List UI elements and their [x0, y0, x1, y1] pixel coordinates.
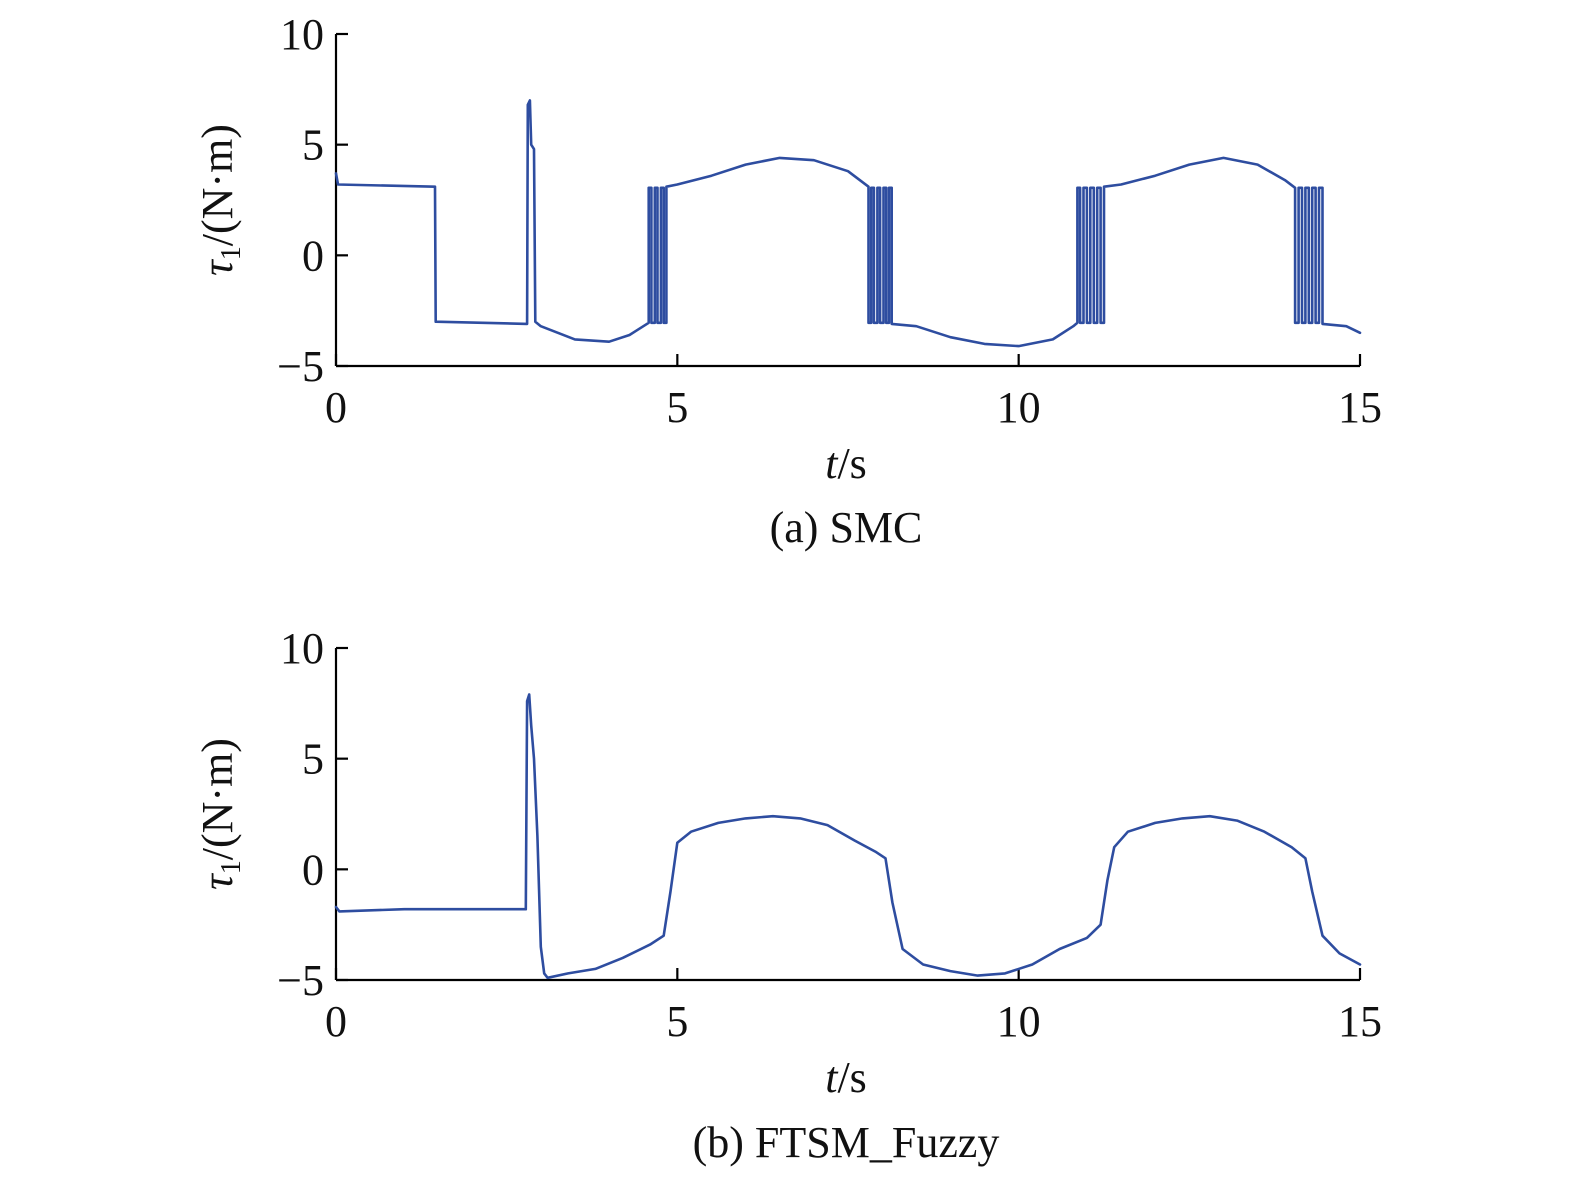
y-axis-title-sub: 1 — [216, 246, 247, 260]
x-axis-title-unit: /s — [837, 1053, 866, 1102]
series-line — [334, 693, 1362, 980]
x-tick-label: 15 — [1338, 997, 1382, 1046]
panel-caption: (b) FTSM_Fuzzy — [693, 1118, 1000, 1167]
y-tick-label: −5 — [277, 342, 324, 391]
y-axis-title: τ1/(N·m) — [193, 124, 247, 276]
y-axis-title-symbol: τ — [193, 258, 242, 276]
y-ticks: −5 0 5 10 — [277, 624, 348, 1005]
x-axis-title-var: t — [825, 439, 839, 488]
y-tick-label: 5 — [302, 735, 324, 784]
x-axis-title: t/s — [825, 1053, 867, 1102]
y-tick-label: 10 — [280, 624, 324, 673]
x-tick-label: 0 — [325, 383, 347, 432]
series-line — [334, 99, 1362, 348]
x-tick-label: 0 — [325, 997, 347, 1046]
x-axis-title: t/s — [825, 439, 867, 488]
x-tick-label: 5 — [666, 997, 688, 1046]
x-axis-title-unit: /s — [837, 439, 866, 488]
y-ticks: −5 0 5 10 — [277, 10, 348, 391]
x-tick-label: 5 — [666, 383, 688, 432]
x-ticks: 0 5 10 15 — [325, 968, 1382, 1046]
panel-caption: (a) SMC — [770, 503, 923, 552]
y-tick-label: 0 — [302, 231, 324, 280]
y-axis-title-unit: /(N·m) — [193, 738, 242, 860]
x-axis-title-var: t — [825, 1053, 839, 1102]
y-axis-title-sub: 1 — [216, 860, 247, 874]
y-tick-label: −5 — [277, 956, 324, 1005]
y-axis-title-unit: /(N·m) — [193, 124, 242, 246]
x-tick-label: 10 — [997, 383, 1041, 432]
x-tick-label: 10 — [997, 997, 1041, 1046]
y-tick-label: 0 — [302, 845, 324, 894]
y-axis-title-symbol: τ — [193, 872, 242, 890]
y-tick-label: 5 — [302, 121, 324, 170]
y-axis-title: τ1/(N·m) — [193, 738, 247, 890]
x-tick-label: 15 — [1338, 383, 1382, 432]
y-tick-label: 10 — [280, 10, 324, 59]
x-ticks: 0 5 10 15 — [325, 354, 1382, 432]
